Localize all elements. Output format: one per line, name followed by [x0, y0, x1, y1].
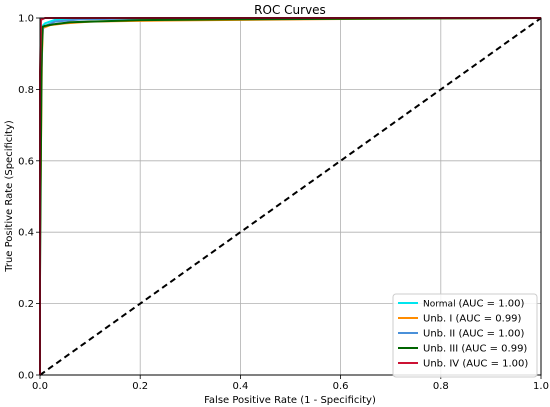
- series-line-unb-iii: [39, 17, 542, 375]
- legend-entry: Unb. I (AUC = 0.99): [423, 314, 522, 325]
- x-tick-label: 0.8: [433, 381, 449, 392]
- legend-box: [392, 293, 538, 378]
- legend-entry: Normal (AUC = 1.00): [423, 299, 524, 310]
- x-tick-label: 0.4: [232, 381, 248, 392]
- legend-series-name: Normal: [423, 300, 458, 310]
- legend-entry: Unb. II (AUC = 1.00): [423, 329, 524, 340]
- legend-entry: Unb. III (AUC = 0.99): [423, 344, 527, 355]
- plot-frame: [39, 17, 542, 376]
- y-axis-title: True Positive Rate (Specificity): [4, 120, 15, 273]
- y-tick-label: 0.6: [18, 156, 34, 167]
- y-tick-label: 0.8: [18, 85, 34, 96]
- legend-auc-label: (AUC = 1.00): [458, 299, 524, 310]
- legend-series-name: Unb. IV: [423, 359, 462, 370]
- y-tick-label: 0.0: [18, 371, 34, 382]
- legend-auc-label: (AUC = 0.99): [456, 314, 522, 325]
- x-axis: 0.0 0.2 0.4 0.6 0.8 1.0: [32, 375, 549, 392]
- y-tick-label: 0.4: [18, 228, 34, 239]
- legend-series-name: Unb. III: [423, 344, 461, 355]
- y-axis: 0.0 0.2 0.4 0.6 0.8 1.0: [18, 14, 40, 382]
- chance-diagonal-line: [39, 17, 542, 376]
- x-tick-label: 1.0: [533, 381, 549, 392]
- x-axis-title: False Positive Rate (1 - Specificity): [204, 395, 376, 406]
- legend-series-name: Unb. I: [423, 314, 456, 325]
- x-tick-label: 0.6: [333, 381, 349, 392]
- legend: Normal (AUC = 1.00)Unb. I (AUC = 0.99)Un…: [392, 293, 538, 378]
- y-tick-label: 0.2: [18, 299, 34, 310]
- x-tick-label: 0.0: [32, 381, 48, 392]
- chart-title: ROC Curves: [254, 3, 326, 17]
- legend-auc-label: (AUC = 0.99): [461, 344, 527, 355]
- x-tick-label: 0.2: [132, 381, 148, 392]
- legend-auc-label: (AUC = 1.00): [458, 329, 524, 340]
- legend-series-name: Unb. II: [423, 329, 458, 340]
- reference-line-layer: [39, 17, 542, 376]
- y-tick-label: 1.0: [18, 14, 34, 25]
- legend-auc-label: (AUC = 1.00): [462, 359, 528, 370]
- legend-entry: Unb. IV (AUC = 1.00): [423, 359, 528, 370]
